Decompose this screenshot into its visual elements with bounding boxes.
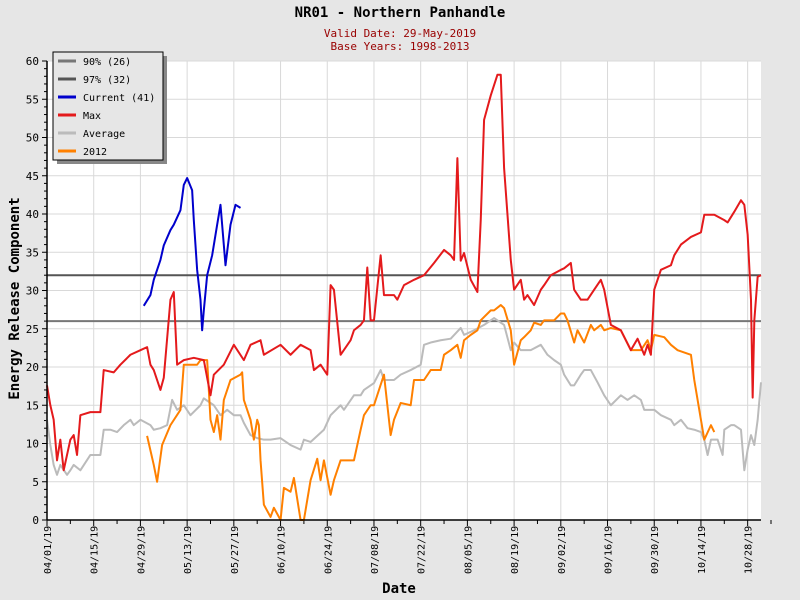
- y-tick-label: 60: [26, 55, 39, 68]
- x-tick-label: 04/01/19: [43, 526, 54, 574]
- x-tick-label: 04/15/19: [90, 526, 101, 574]
- y-tick-label: 35: [26, 246, 39, 259]
- x-tick-label: 06/10/19: [277, 526, 288, 574]
- x-tick-label: 09/30/19: [650, 526, 661, 574]
- x-tick-label: 10/28/19: [744, 526, 755, 574]
- x-tick-label: 07/22/19: [417, 526, 428, 574]
- x-tick-label: 08/19/19: [510, 526, 521, 574]
- x-tick-label: 09/16/19: [604, 526, 615, 574]
- series-line-2012: [146, 304, 716, 521]
- legend-label: 97% (32): [83, 75, 131, 86]
- x-axis-label: Date: [382, 581, 416, 597]
- legend-label: 90% (26): [83, 57, 131, 68]
- y-tick-label: 45: [26, 170, 39, 183]
- legend-box: [52, 51, 164, 161]
- series-line-average: [46, 317, 762, 476]
- y-tick-label: 15: [26, 399, 39, 412]
- y-tick-label: 55: [26, 93, 39, 106]
- x-tick-label: 05/27/19: [230, 526, 241, 574]
- x-tick-label: 06/24/19: [323, 526, 334, 574]
- y-tick-label: 40: [26, 208, 39, 221]
- x-tick-label: 09/02/19: [557, 526, 568, 574]
- legend-label: Current (41): [83, 93, 155, 104]
- y-tick-label: 20: [26, 361, 39, 374]
- x-tick-label: 04/29/19: [136, 526, 147, 574]
- chart-subtitle-base-years: Base Years: 1998-2013: [330, 40, 470, 53]
- y-tick-label: 25: [26, 323, 39, 336]
- chart-title: NR01 - Northern Panhandle: [294, 5, 506, 21]
- y-tick-label: 5: [32, 476, 39, 489]
- chart-subtitle-valid-date: Valid Date: 29-May-2019: [323, 27, 477, 40]
- y-axis-label: Energy Release Component: [7, 197, 23, 399]
- y-tick-label: 10: [26, 438, 39, 451]
- legend-label: Average: [83, 129, 125, 140]
- series-line-max: [46, 73, 762, 472]
- x-tick-label: 05/13/19: [183, 526, 194, 574]
- y-tick-label: 30: [26, 285, 39, 298]
- y-tick-label: 50: [26, 132, 39, 145]
- legend-label: 2012: [83, 147, 107, 158]
- x-tick-label: 10/14/19: [697, 526, 708, 574]
- series-line-current-41-: [142, 177, 242, 332]
- x-tick-label: 08/05/19: [463, 526, 474, 574]
- legend-label: Max: [83, 111, 101, 122]
- x-tick-label: 07/08/19: [370, 526, 381, 574]
- y-tick-label: 0: [32, 514, 39, 527]
